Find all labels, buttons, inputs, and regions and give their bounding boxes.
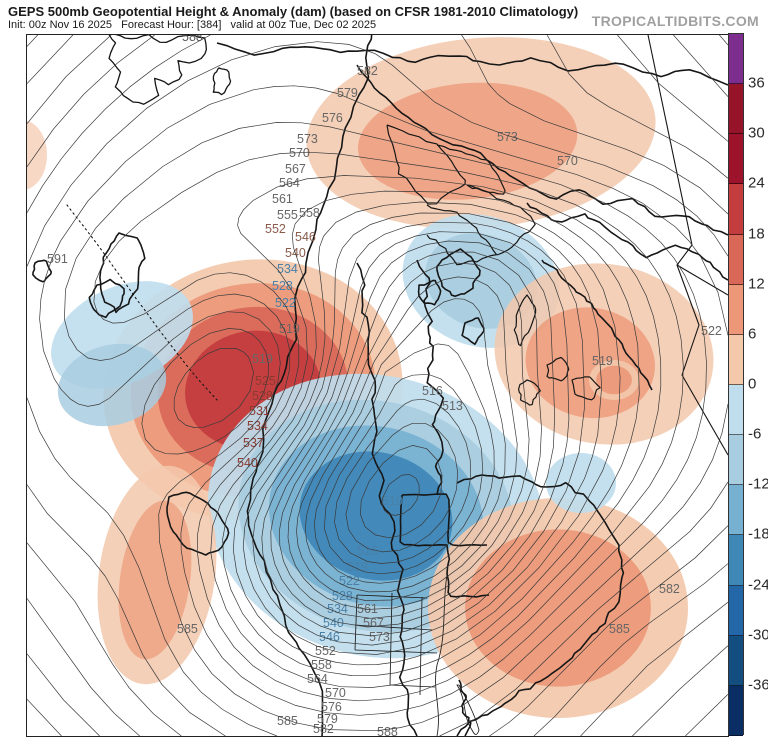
svg-text:582: 582 <box>357 64 378 78</box>
svg-text:573: 573 <box>497 130 518 144</box>
svg-text:519: 519 <box>252 352 273 366</box>
svg-text:564: 564 <box>307 672 328 686</box>
svg-text:582: 582 <box>659 582 680 596</box>
svg-text:546: 546 <box>295 230 316 244</box>
svg-text:510: 510 <box>382 494 403 508</box>
svg-text:522: 522 <box>339 574 360 588</box>
svg-text:528: 528 <box>252 389 273 403</box>
svg-text:588: 588 <box>182 35 203 44</box>
svg-text:585: 585 <box>277 714 298 728</box>
svg-text:534: 534 <box>277 262 298 276</box>
svg-text:519: 519 <box>592 354 613 368</box>
svg-text:573: 573 <box>297 132 318 146</box>
svg-text:528: 528 <box>272 279 293 293</box>
svg-text:585: 585 <box>177 622 198 636</box>
svg-text:561: 561 <box>272 192 293 206</box>
svg-text:576: 576 <box>322 111 343 125</box>
svg-text:564: 564 <box>279 176 300 190</box>
svg-text:558: 558 <box>299 206 320 220</box>
svg-text:522: 522 <box>275 296 296 310</box>
svg-text:534: 534 <box>247 419 268 433</box>
svg-text:567: 567 <box>285 162 306 176</box>
svg-text:555: 555 <box>277 208 298 222</box>
svg-text:573: 573 <box>369 630 390 644</box>
svg-text:516: 516 <box>357 544 378 558</box>
svg-text:552: 552 <box>315 644 336 658</box>
svg-text:582: 582 <box>313 722 334 736</box>
svg-text:585: 585 <box>609 622 630 636</box>
svg-text:516: 516 <box>422 384 443 398</box>
svg-text:534: 534 <box>327 602 348 616</box>
svg-text:552: 552 <box>265 222 286 236</box>
